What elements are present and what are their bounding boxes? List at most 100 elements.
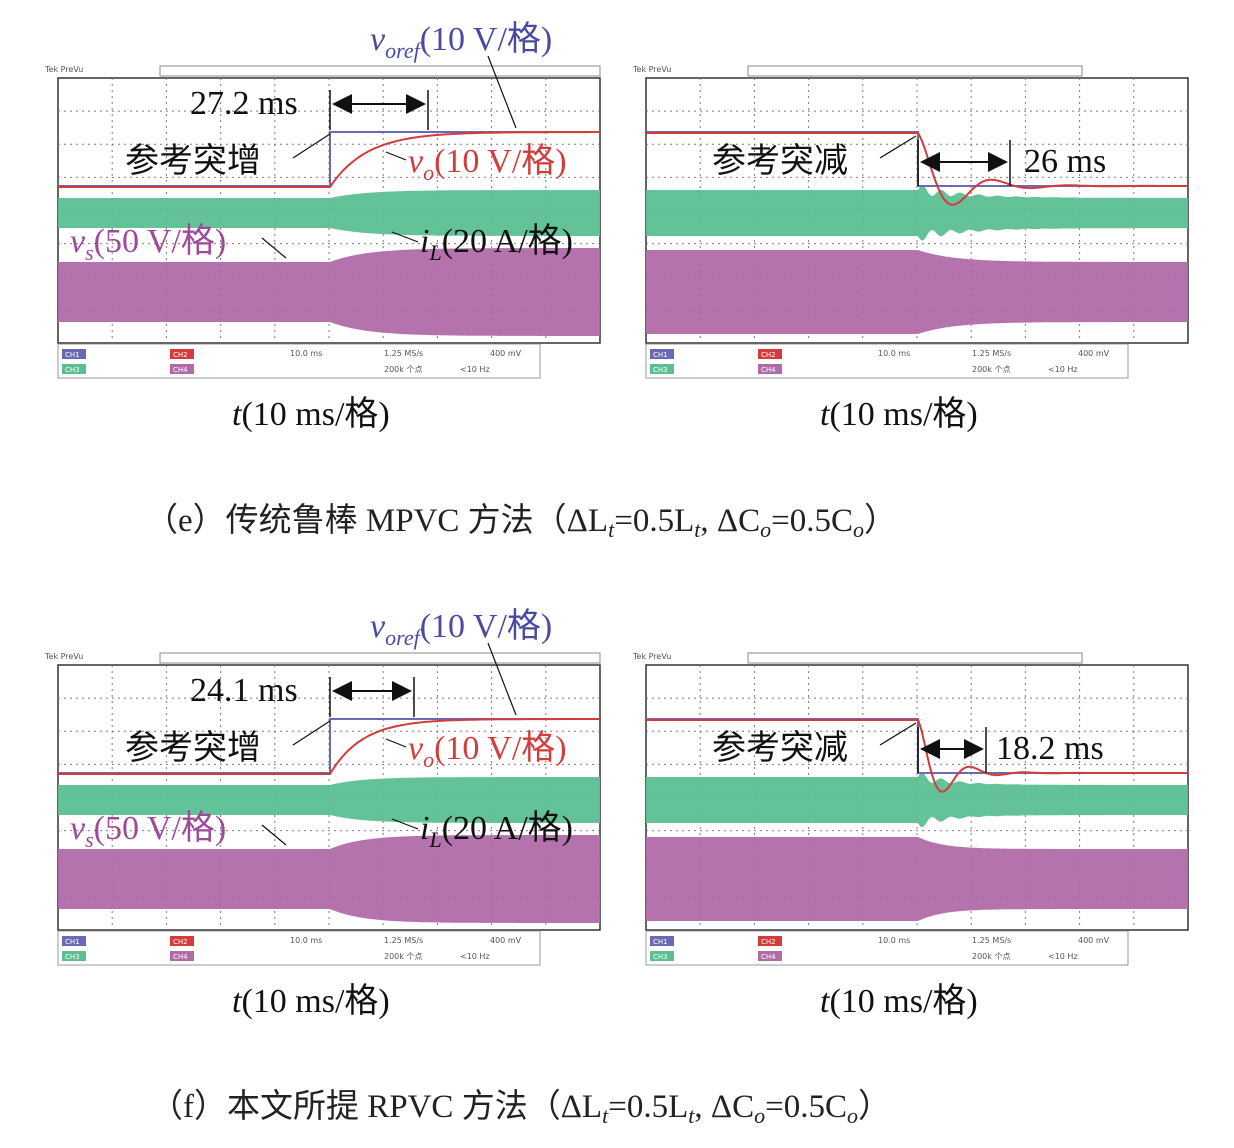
scope-status-bar: CH1 CH2 CH3 CH4 10.0 ms 1.25 MS/s 200k 个点 <10 H… <box>645 930 1129 966</box>
status-box <box>57 930 541 966</box>
record-length: 200k 个点 <box>972 952 1010 961</box>
trigger-freq: <10 Hz <box>460 365 490 374</box>
timebase: 10.0 ms <box>290 349 322 358</box>
status-box <box>645 343 1129 379</box>
channel-chip <box>62 936 86 946</box>
channel-chip <box>170 936 194 946</box>
channel-chip <box>170 364 194 374</box>
scope-header: Tek PreVu <box>44 65 83 74</box>
channel-chip <box>650 936 674 946</box>
il-leader <box>391 231 419 243</box>
sample-rate: 1.25 MS/s <box>384 349 423 358</box>
vs-waveform <box>646 250 1188 334</box>
panel-f-left: Tek PreVu CH1 CH2 CH3 CH4 10.0 ms 1.25 MS/s 20… <box>44 652 601 966</box>
scope-header: Tek PreVu <box>632 65 671 74</box>
time-label-e-right: 26 ms <box>1024 143 1106 180</box>
voref-label: voref(10 V/格) <box>370 607 552 650</box>
scope-preview-bar <box>747 65 1083 77</box>
il-waveform <box>646 772 1188 828</box>
il-leader <box>391 818 419 830</box>
scope-preview-bar <box>747 652 1083 664</box>
vo-leader <box>385 738 407 748</box>
sample-rate: 1.25 MS/s <box>384 936 423 945</box>
caption-e: （e）传统鲁棒 MPVC 方法（ΔLt=0.5Lt, ΔCo=0.5Co） <box>145 502 897 542</box>
time-label-f-right: 18.2 ms <box>996 730 1104 767</box>
timebase: 10.0 ms <box>878 936 910 945</box>
channel-name: CH4 <box>173 953 188 961</box>
record-length: 200k 个点 <box>384 952 422 961</box>
status-box <box>645 930 1129 966</box>
vs-waveform <box>58 835 600 923</box>
channel-name: CH2 <box>173 938 188 946</box>
vs-label: vs(50 V/格) <box>70 222 226 265</box>
record-length: 200k 个点 <box>384 365 422 374</box>
channel-chip <box>650 364 674 374</box>
timebase: 10.0 ms <box>290 936 322 945</box>
voref-leader <box>487 55 517 129</box>
scope-header: Tek PreVu <box>632 652 671 661</box>
trigger-level: 400 mV <box>1078 936 1110 945</box>
vo-waveform <box>58 718 600 775</box>
panel-e-left: Tek PreVu CH1 CH2 CH3 CH4 10.0 ms 1.25 MS/s 20… <box>44 65 601 379</box>
trigger-level: 400 mV <box>490 936 522 945</box>
channel-name: CH1 <box>653 351 668 359</box>
channel-chip <box>650 349 674 359</box>
record-length: 200k 个点 <box>972 365 1010 374</box>
xaxis-label: t(10 ms/格) <box>820 395 978 433</box>
time-label-e-left: 27.2 ms <box>190 85 298 122</box>
ref-increase-label: 参考突增 <box>125 729 261 767</box>
vs-leader <box>261 237 287 259</box>
channel-chip <box>758 349 782 359</box>
vo-label: vo(10 V/格) <box>408 142 567 185</box>
channel-chip <box>62 349 86 359</box>
trigger-level: 400 mV <box>490 349 522 358</box>
xaxis-label: t(10 ms/格) <box>820 982 978 1020</box>
channel-name: CH4 <box>761 953 776 961</box>
scope-preview-bar <box>159 652 601 664</box>
vo-waveform <box>646 719 1188 793</box>
channel-chip <box>758 951 782 961</box>
timebase: 10.0 ms <box>878 349 910 358</box>
trigger-level: 400 mV <box>1078 349 1110 358</box>
scope-preview-bar <box>159 65 601 77</box>
channel-name: CH3 <box>653 953 668 961</box>
channel-name: CH3 <box>65 366 80 374</box>
ref-leader <box>292 720 331 746</box>
voref-label: voref(10 V/格) <box>370 20 552 63</box>
channel-chip <box>650 951 674 961</box>
il-waveform <box>58 190 600 236</box>
sample-rate: 1.25 MS/s <box>972 936 1011 945</box>
scope-status-bar: CH1 CH2 CH3 CH4 10.0 ms 1.25 MS/s 200k 个点 <10 H… <box>645 343 1129 379</box>
vs-leader <box>261 824 287 846</box>
sample-rate: 1.25 MS/s <box>972 349 1011 358</box>
channel-name: CH2 <box>173 351 188 359</box>
channel-name: CH1 <box>65 351 80 359</box>
il-label: iL(20 A/格) <box>420 809 573 852</box>
xaxis-label: t(10 ms/格) <box>232 395 390 433</box>
ref-leader <box>292 133 331 159</box>
trigger-freq: <10 Hz <box>1048 952 1078 961</box>
ref-leader <box>879 135 917 159</box>
channel-name: CH2 <box>761 351 776 359</box>
channel-chip <box>62 951 86 961</box>
caption-f: （f）本文所提 RPVC 方法（ΔLt=0.5Lt, ΔCo=0.5Co） <box>150 1088 891 1128</box>
scope-header: Tek PreVu <box>44 652 83 661</box>
panel-e-right: Tek PreVu CH1 CH2 CH3 CH4 10.0 ms 1.25 MS/s 20… <box>632 65 1189 379</box>
xaxis-label: t(10 ms/格) <box>232 982 390 1020</box>
vo-label: vo(10 V/格) <box>408 729 567 772</box>
trigger-freq: <10 Hz <box>1048 365 1078 374</box>
channel-chip <box>758 364 782 374</box>
ref-decrease-label: 参考突减 <box>712 729 848 767</box>
channel-chip <box>62 364 86 374</box>
ref-decrease-label: 参考突减 <box>712 142 848 180</box>
ref-leader <box>879 722 917 746</box>
channel-name: CH3 <box>65 953 80 961</box>
channel-name: CH4 <box>173 366 188 374</box>
channel-name: CH3 <box>653 366 668 374</box>
vo-leader <box>385 151 407 161</box>
channel-name: CH1 <box>65 938 80 946</box>
ref-increase-label: 参考突增 <box>125 142 261 180</box>
vs-label: vs(50 V/格) <box>70 809 226 852</box>
vs-waveform <box>58 248 600 336</box>
